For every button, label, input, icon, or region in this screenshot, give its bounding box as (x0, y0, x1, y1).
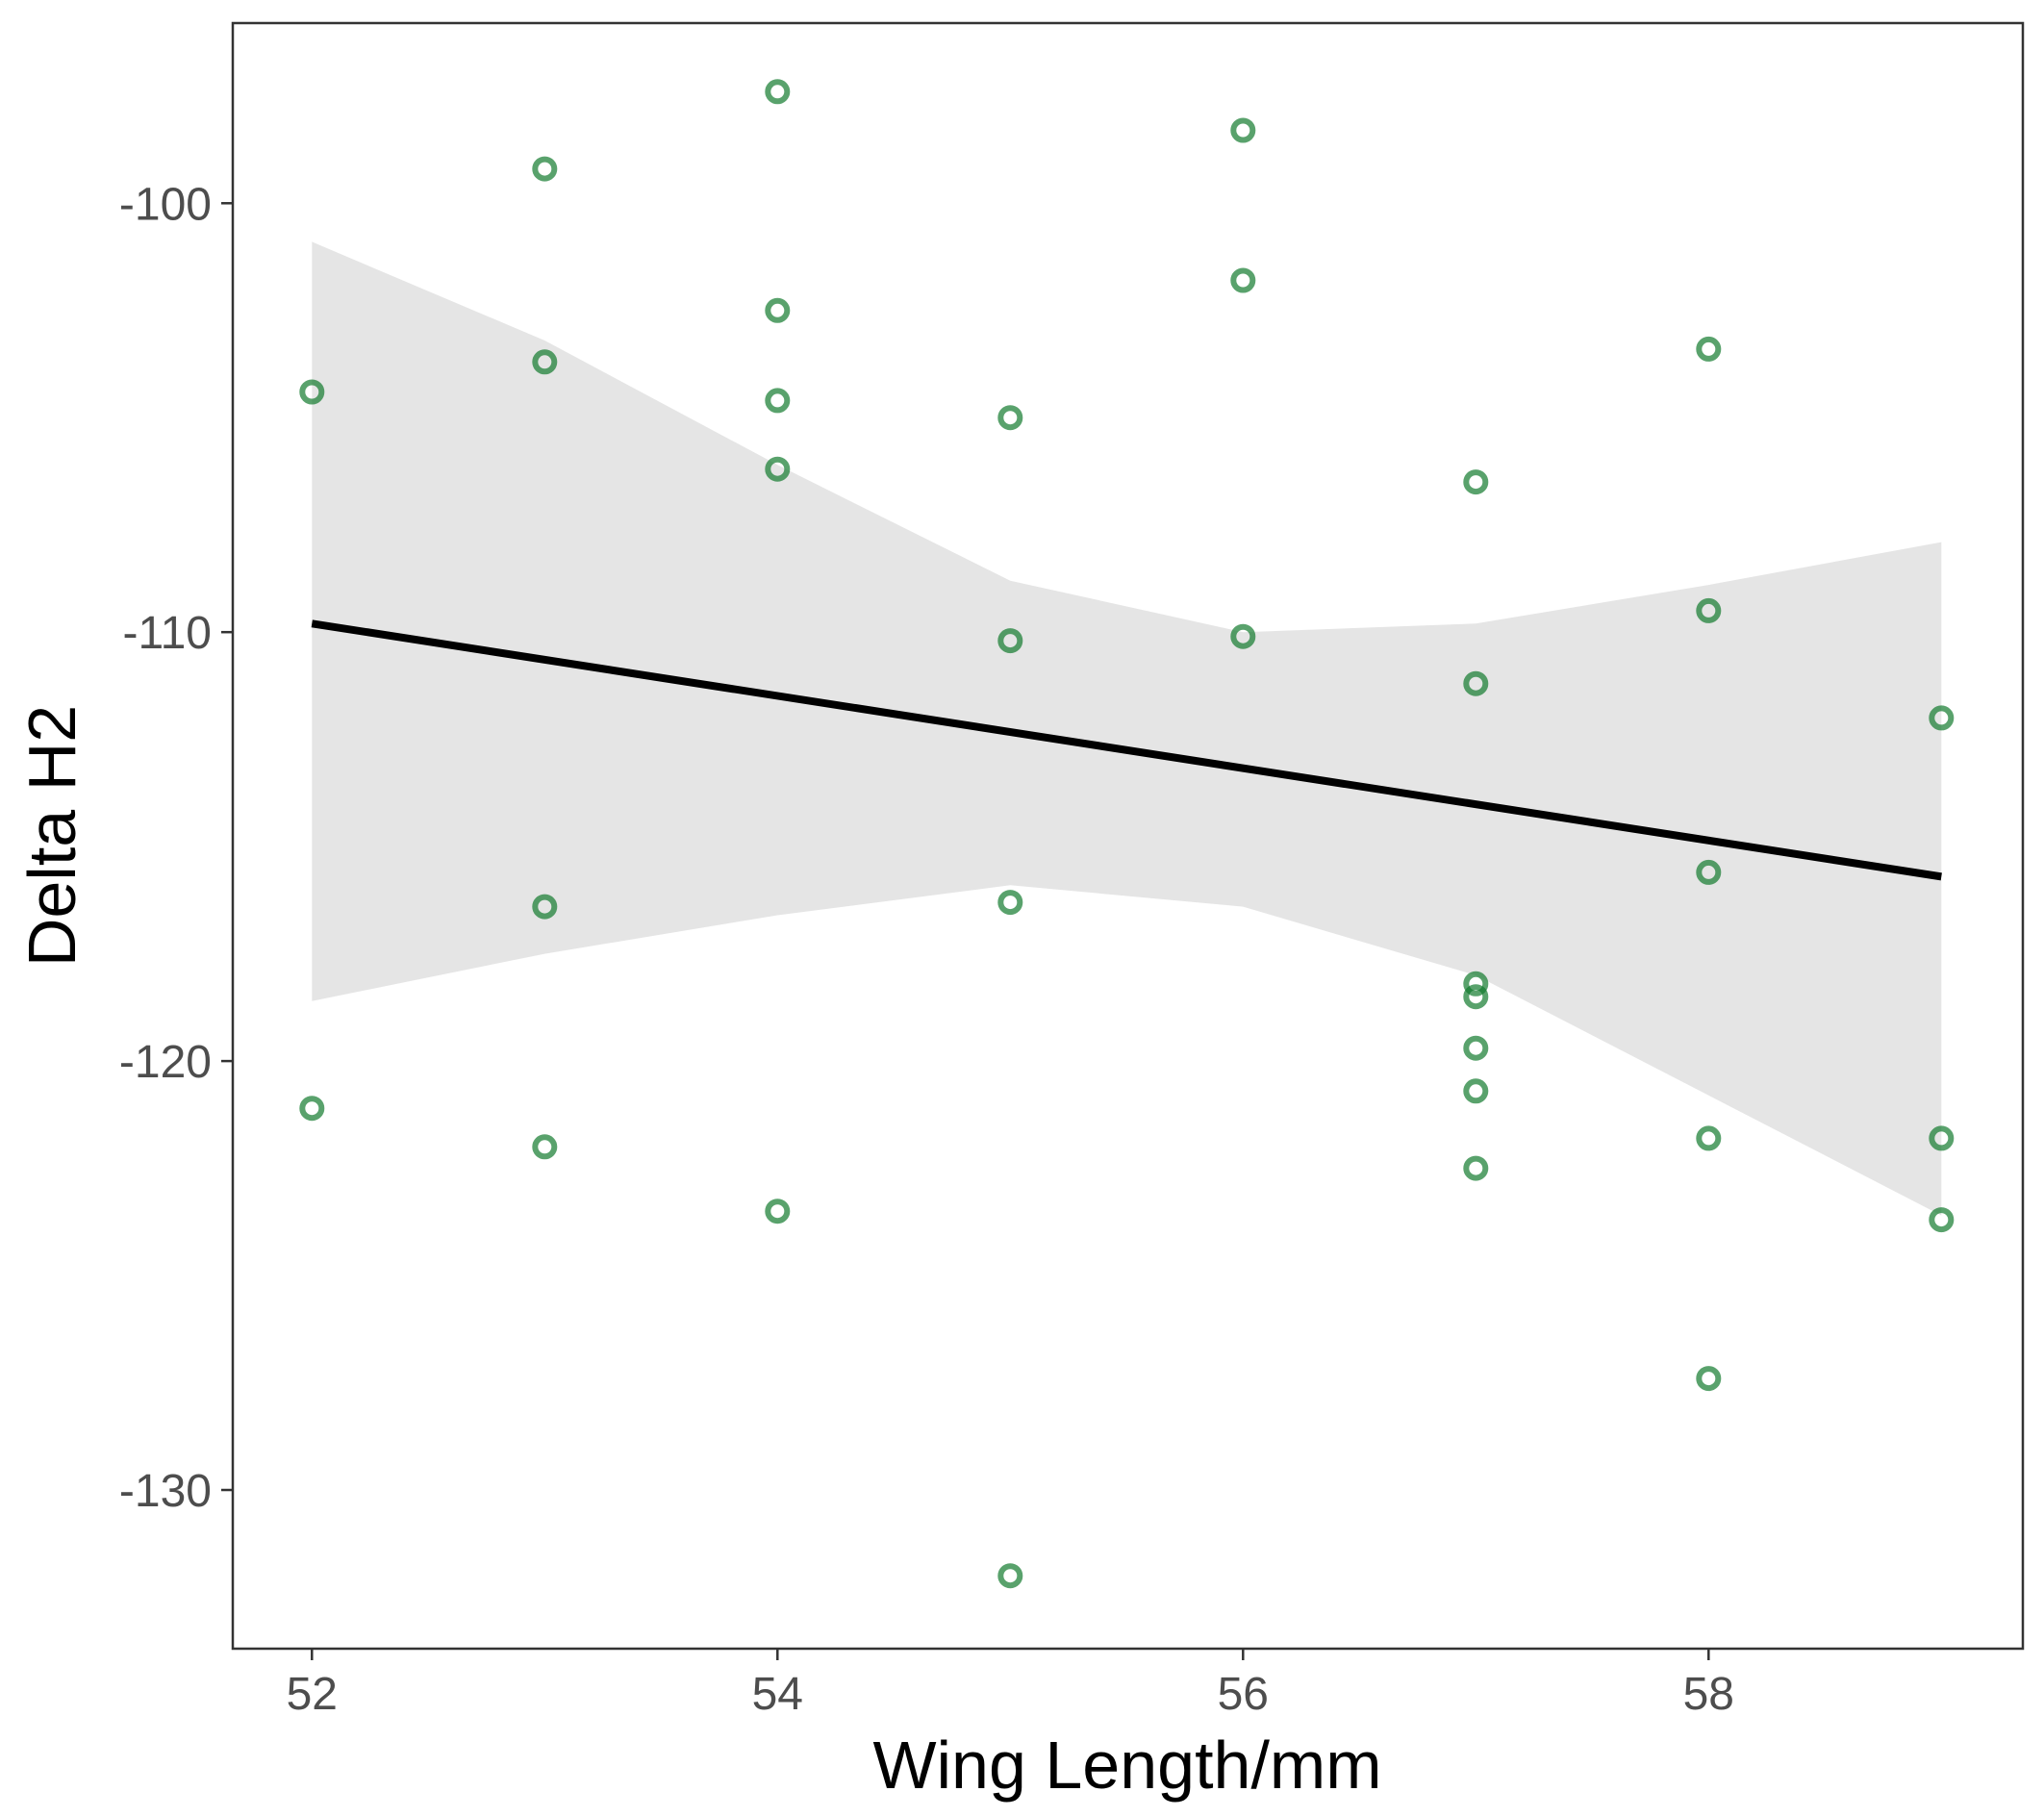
plot-panel-border (231, 21, 2025, 1651)
data-point (1696, 1125, 1722, 1151)
data-point (532, 1134, 558, 1160)
y-axis-title: Delta H2 (14, 705, 89, 967)
data-point (1929, 705, 1955, 731)
data-point (299, 1096, 325, 1122)
x-tick-label: 52 (287, 1669, 338, 1720)
data-point (1463, 971, 1489, 997)
x-tick-label: 58 (1683, 1669, 1734, 1720)
y-axis-ticks: -130 -120 -110 -100 (119, 179, 233, 1517)
data-point (1230, 267, 1256, 293)
data-point (1929, 1207, 1955, 1233)
regression-line (311, 619, 1942, 881)
data-point (1230, 623, 1256, 649)
data-point (1696, 597, 1722, 623)
data-points (299, 79, 1955, 1589)
y-tick-label: -130 (119, 1466, 212, 1517)
data-point (765, 456, 791, 482)
x-axis-title: Wing Length/mm (872, 1728, 1381, 1803)
data-point (1463, 1035, 1489, 1061)
data-point (765, 79, 791, 105)
data-point (1696, 859, 1722, 885)
data-point (1463, 984, 1489, 1010)
data-point (997, 1563, 1023, 1589)
data-point (1463, 1155, 1489, 1181)
data-point (532, 349, 558, 375)
data-point (997, 890, 1023, 916)
data-point (1463, 1078, 1489, 1104)
y-tick-label: -110 (122, 608, 212, 659)
x-axis-ticks: 52 54 56 58 (287, 1649, 1734, 1720)
data-point (1696, 1366, 1722, 1392)
data-point (1696, 336, 1722, 362)
data-point (997, 628, 1023, 654)
data-point (1929, 1125, 1955, 1151)
data-point (1463, 670, 1489, 696)
data-point (299, 379, 325, 405)
data-point (1230, 117, 1256, 143)
data-point (1463, 469, 1489, 495)
x-tick-label: 56 (1218, 1669, 1269, 1720)
y-tick-label: -100 (119, 179, 212, 230)
data-point (765, 388, 791, 414)
data-point (765, 297, 791, 323)
y-tick-label: -120 (119, 1037, 212, 1088)
data-point (765, 1199, 791, 1224)
data-point (997, 405, 1023, 431)
confidence-band (312, 241, 1942, 1216)
x-tick-label: 54 (752, 1669, 803, 1720)
data-point (532, 156, 558, 182)
data-point (532, 894, 558, 920)
